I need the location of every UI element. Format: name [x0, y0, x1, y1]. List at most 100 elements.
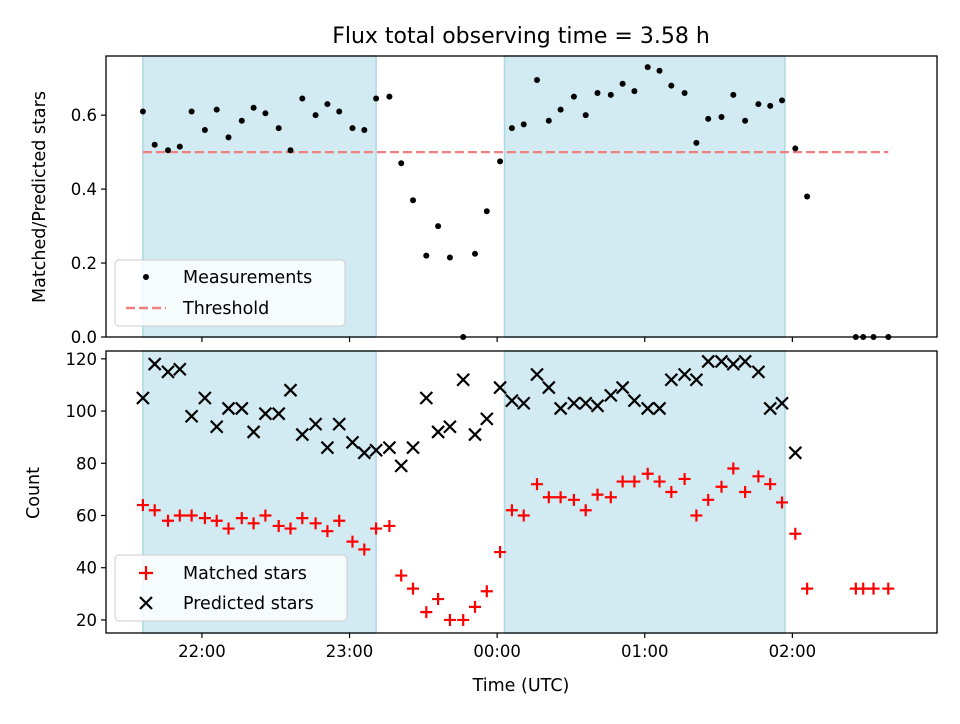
matched-stars-point: [185, 509, 198, 522]
matched-stars-point: [776, 496, 789, 509]
measurement-point: [792, 145, 799, 152]
measurement-point: [324, 101, 331, 108]
measurement-point: [250, 104, 257, 111]
matched-stars-point: [653, 475, 666, 488]
predicted-stars-point: [136, 391, 150, 405]
x-axis-label: Time (UTC): [472, 676, 570, 696]
measurement-point: [631, 88, 638, 95]
predicted-stars-point: [516, 396, 531, 410]
predicted-stars-point: [542, 380, 556, 395]
predicted-stars-point: [221, 401, 236, 416]
matched-stars-point: [579, 504, 592, 517]
matched-stars-point: [690, 509, 703, 522]
matched-stars-point: [867, 582, 880, 595]
measurement-point: [582, 112, 589, 119]
legend-threshold-label: Threshold: [182, 299, 269, 319]
legend-measurements-label: Measurements: [183, 268, 312, 288]
predicted-stars-point: [308, 417, 323, 431]
predicted-stars-point: [184, 409, 199, 424]
axes-frame-bottom: [105, 350, 938, 634]
legend-top-box: [114, 259, 346, 327]
predicted-stars-point: [456, 372, 470, 387]
matched-stars-point: [432, 593, 445, 606]
measurement-point: [151, 141, 158, 148]
predicted-stars-point: [788, 446, 803, 460]
legend-predicted-marker: [139, 596, 153, 610]
predicted-stars-point: [627, 393, 642, 408]
predicted-stars-point: [443, 419, 457, 434]
observing-window-top-1: [503, 55, 786, 338]
measurement-point: [607, 91, 614, 98]
measurement-point: [435, 223, 442, 230]
predicted-stars-point: [664, 372, 679, 387]
predicted-stars-point: [357, 446, 372, 460]
y-axis-label-top: Matched/Predicted stars: [30, 91, 50, 303]
measurement-point: [275, 125, 282, 132]
measurement-point: [472, 250, 479, 257]
legend-matched-label: Matched stars: [183, 564, 307, 584]
matched-stars-point: [370, 522, 383, 535]
measurement-point: [545, 117, 552, 124]
predicted-stars-point: [480, 412, 494, 426]
measurement-point: [446, 254, 453, 261]
predicted-stars-point: [271, 406, 286, 421]
measurement-point: [139, 108, 146, 115]
measurement-point: [508, 125, 515, 132]
predicted-stars-point: [283, 383, 298, 397]
matched-stars-point: [443, 613, 456, 626]
predicted-stars-point: [530, 367, 544, 382]
predicted-stars-point: [406, 440, 420, 455]
measurement-point: [361, 126, 368, 133]
matched-stars-point: [321, 525, 334, 538]
predicted-stars-point: [147, 357, 162, 371]
observing-window-bottom-1: [503, 350, 786, 634]
measurement-point: [779, 97, 786, 104]
matched-stars-point: [148, 504, 161, 517]
predicted-stars-point: [419, 391, 434, 405]
predicted-stars-point: [701, 354, 715, 369]
measurement-point: [225, 134, 232, 141]
matched-stars-point: [752, 470, 765, 483]
matched-stars-point: [161, 514, 174, 527]
legend-measurements-marker: [143, 274, 149, 280]
predicted-stars-point: [590, 399, 605, 413]
measurement-point: [336, 108, 343, 115]
matched-stars-point: [173, 509, 186, 522]
measurement-point: [349, 125, 356, 132]
predicted-stars-point: [246, 425, 261, 439]
y-tick-label-top: 0.0: [71, 328, 97, 347]
y-tick-label-bottom: 60: [76, 507, 97, 526]
matched-stars-point: [272, 519, 285, 532]
measurement-point: [644, 64, 651, 71]
predicted-stars-point: [553, 401, 568, 416]
predicted-stars-point: [295, 427, 310, 442]
predicted-stars-point: [567, 396, 581, 410]
measurement-point: [718, 114, 725, 121]
y-tick-label-bottom: 20: [76, 611, 97, 630]
matched-stars-point: [678, 472, 691, 485]
predicted-stars-point: [173, 362, 187, 377]
matched-stars-point: [358, 543, 371, 556]
predicted-stars-point: [468, 427, 482, 442]
matched-stars-point: [764, 478, 777, 491]
matched-stars-point: [882, 582, 895, 595]
matched-stars-point: [554, 491, 567, 504]
predicted-stars-point: [198, 391, 212, 405]
measurement-point: [483, 208, 490, 215]
measurement-point: [730, 91, 737, 98]
matched-stars-point: [296, 512, 309, 525]
measurement-point: [497, 158, 504, 165]
predicted-stars-point: [738, 354, 752, 369]
y-tick-label-top: 0.6: [71, 106, 97, 125]
predicted-stars-point: [578, 396, 593, 410]
predicted-stars-point: [677, 367, 692, 382]
measurement-point: [594, 89, 601, 96]
measurement-point: [238, 117, 245, 124]
matched-stars-point: [309, 517, 322, 530]
measurement-point: [398, 160, 405, 167]
measurement-point: [557, 106, 564, 113]
measurement-point: [164, 147, 171, 154]
y-tick-label-bottom: 100: [66, 402, 98, 421]
matched-stars-point: [494, 546, 507, 559]
measurement-point: [742, 117, 749, 124]
